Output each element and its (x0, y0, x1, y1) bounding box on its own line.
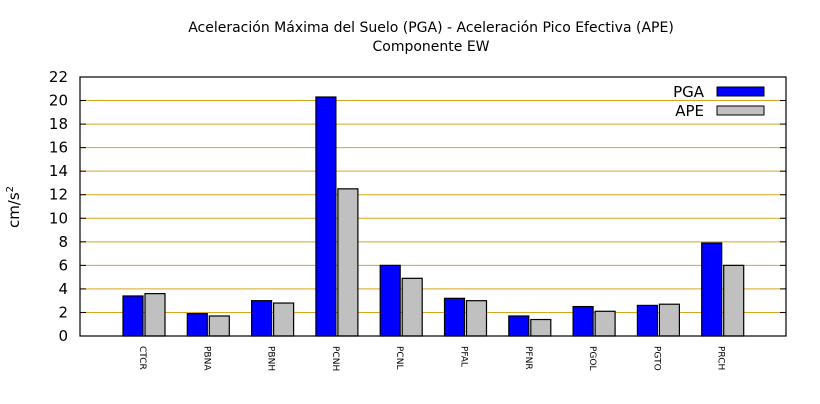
y-tick-label: 6 (58, 256, 68, 274)
bar-ape-pgto (658, 303, 681, 337)
y-tick-label: 10 (49, 209, 68, 227)
bar-ape-ctcr (144, 293, 166, 337)
legend-label: APE (675, 102, 704, 120)
bar-pga-ctcr (122, 295, 144, 337)
bar-ape-pgol (594, 310, 616, 337)
bar-pga-pgol (572, 305, 594, 337)
bar-pga-pbna (186, 313, 208, 337)
plot-frame (79, 76, 787, 337)
legend-label: PGA (673, 83, 705, 101)
y-tick-label: 2 (58, 303, 68, 321)
x-tick-label: PBNA (201, 346, 211, 371)
y-tick-label: 22 (49, 68, 68, 86)
bar-ape-pfal (465, 300, 488, 337)
bar-pga-pfnr (508, 315, 530, 337)
bar-pga-pgto (636, 304, 659, 337)
x-tick-label: PRCH (716, 346, 726, 370)
x-tick-label: PBNH (266, 346, 276, 371)
y-tick-label: 14 (49, 162, 68, 180)
legend-swatch (716, 86, 765, 97)
y-tick-label: 8 (58, 233, 68, 251)
x-tick-label: PCNH (330, 346, 340, 371)
bar-ape-prch (723, 264, 745, 337)
x-tick-label: CTCR (137, 346, 147, 370)
chart-title: Aceleración Máxima del Suelo (PGA) - Ace… (188, 20, 674, 36)
bar-pga-pcnh (315, 96, 337, 337)
y-tick-label: 4 (58, 280, 68, 298)
x-tick-label: PFNR (523, 346, 533, 370)
bar-ape-pfnr (530, 318, 552, 337)
bar-ape-pcnh (337, 188, 359, 337)
bar-ape-pbnh (273, 302, 295, 337)
chart-subtitle: Componente EW (372, 39, 489, 55)
y-tick-label: 0 (58, 327, 68, 345)
bar-pga-pfal (443, 297, 466, 337)
x-tick-label: PFAL (459, 346, 469, 367)
y-tick-label: 16 (49, 139, 68, 157)
bar-ape-pbna (208, 315, 230, 337)
y-tick-label: 18 (49, 115, 68, 133)
x-tick-label: PGTO (651, 346, 661, 371)
bar-pga-pcnl (379, 264, 401, 337)
y-tick-label: 12 (49, 186, 68, 204)
bar-pga-prch (701, 242, 723, 337)
y-tick-label: 20 (49, 92, 68, 110)
legend-swatch (716, 105, 765, 116)
x-tick-label: PGOL (587, 346, 597, 371)
x-tick-label: PCNL (394, 346, 404, 369)
y-axis-label: cm/s2 (5, 186, 23, 228)
bar-ape-pcnl (401, 277, 423, 337)
bar-pga-pbnh (251, 300, 273, 337)
